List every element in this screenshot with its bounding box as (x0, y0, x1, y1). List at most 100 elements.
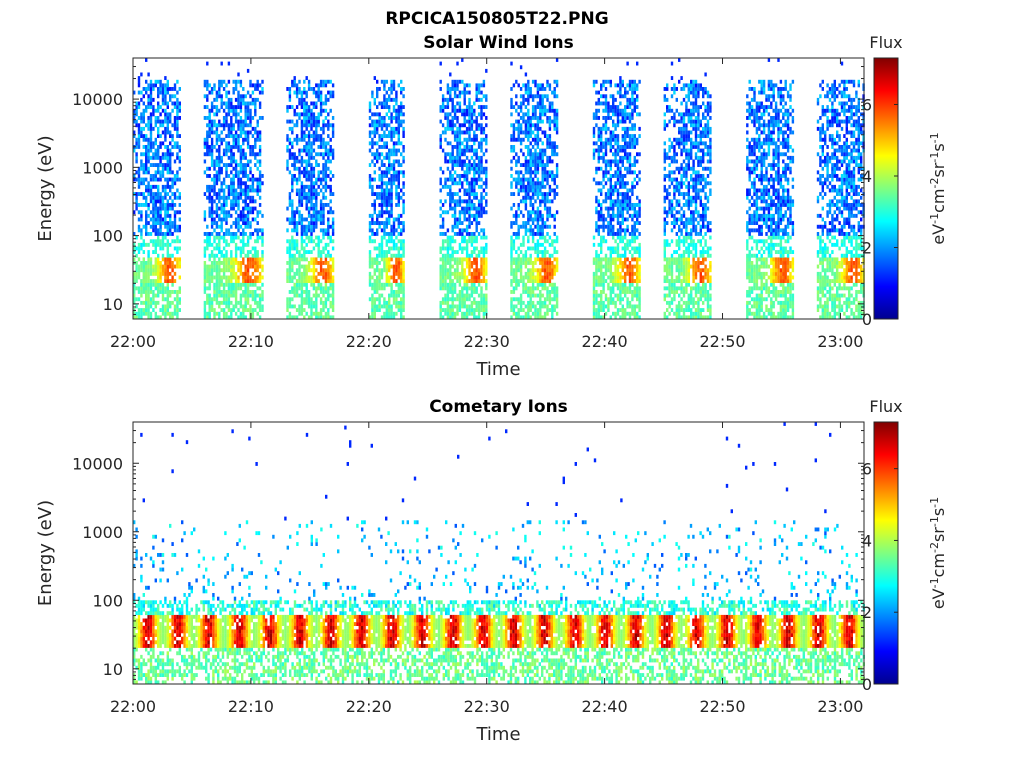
heatmap-cell (458, 123, 462, 128)
heatmap-cell (522, 119, 525, 124)
heatmap-cell (519, 199, 523, 204)
heatmap-cell (315, 308, 318, 312)
heatmap-cell (541, 192, 544, 196)
heatmap-cell (210, 210, 214, 215)
heatmap-cell (543, 275, 547, 280)
heatmap-cell (376, 213, 379, 218)
heatmap-cell (444, 126, 447, 131)
heatmap-cell (390, 177, 393, 182)
heatmap-cell (463, 257, 466, 262)
heatmap-cell (531, 105, 535, 109)
heatmap-cell (456, 271, 459, 276)
heatmap-cell (392, 253, 396, 258)
heatmap-cell (307, 268, 311, 273)
heatmap-cell (543, 108, 547, 113)
heatmap-cell (463, 210, 466, 215)
heatmap-cell (470, 112, 474, 117)
heatmap-cell (595, 257, 598, 262)
heatmap-cell (519, 148, 523, 153)
heatmap-cell (220, 188, 223, 193)
heatmap-cell (397, 174, 400, 178)
heatmap-cell (368, 101, 372, 106)
heatmap-cell (441, 210, 445, 215)
heatmap-cell (322, 293, 325, 298)
heatmap-cell (307, 83, 311, 88)
heatmap-cell (322, 155, 325, 160)
heatmap-cell (312, 210, 316, 215)
heatmap-cell (468, 134, 471, 138)
heatmap-cell (380, 192, 384, 196)
heatmap-cell (539, 300, 542, 305)
heatmap-cell (395, 184, 398, 189)
heatmap-cell (485, 141, 488, 146)
heatmap-cell (546, 239, 549, 244)
heatmap-cell (390, 174, 393, 178)
heatmap-cell (390, 181, 393, 186)
heatmap-cell (230, 235, 233, 240)
heatmap-cell (327, 148, 330, 153)
heatmap-cell (218, 275, 221, 280)
heatmap-cell (480, 279, 483, 283)
heatmap-cell (475, 87, 478, 91)
heatmap-cell (395, 130, 398, 135)
heatmap-cell (480, 261, 483, 265)
heatmap-cell (249, 170, 252, 175)
heatmap-cell (261, 297, 264, 302)
heatmap-cell (298, 116, 301, 120)
heatmap-cell (230, 123, 233, 128)
heatmap-cell (291, 145, 294, 149)
heatmap-cell (510, 159, 513, 164)
heatmap-cell (524, 184, 528, 189)
heatmap-cell (222, 152, 226, 157)
heatmap-cell (237, 315, 240, 320)
heatmap-cell (319, 94, 323, 99)
heatmap-cell (218, 235, 221, 240)
heatmap-cell (159, 268, 162, 273)
heatmap-cell (390, 195, 393, 200)
heatmap-cell (166, 206, 169, 211)
heatmap-cell (331, 286, 335, 291)
heatmap-cell (458, 199, 462, 204)
heatmap-cell (519, 170, 523, 175)
heatmap-cell (475, 235, 478, 240)
heatmap-cell (475, 126, 478, 131)
heatmap-cell (291, 79, 294, 84)
heatmap-cell (400, 112, 403, 117)
heatmap-cell (176, 308, 179, 312)
heatmap-cell (543, 174, 547, 178)
heatmap-cell (220, 83, 223, 88)
heatmap-cell (524, 170, 528, 175)
heatmap-cell (300, 112, 304, 117)
heatmap-cell (230, 203, 233, 207)
heatmap-cell (331, 308, 335, 312)
heatmap-cell (385, 304, 388, 309)
heatmap-cell (397, 239, 400, 244)
heatmap-cell (258, 152, 262, 157)
heatmap-cell (322, 308, 325, 312)
heatmap-cell (222, 261, 226, 265)
heatmap-cell (142, 126, 145, 131)
heatmap-cell (397, 184, 400, 189)
heatmap-cell (298, 87, 301, 91)
heatmap-cell (230, 271, 233, 276)
heatmap-cell (286, 145, 289, 149)
heatmap-cell (319, 145, 323, 149)
heatmap-cell (373, 304, 376, 309)
heatmap-cell (439, 300, 442, 305)
heatmap-cell (439, 206, 442, 211)
heatmap-cell (230, 126, 233, 131)
heatmap-cell (468, 97, 471, 102)
heatmap-cell (303, 130, 306, 135)
heatmap-cell (463, 282, 466, 287)
heatmap-cell (237, 286, 240, 291)
heatmap-cell (298, 275, 301, 280)
heatmap-cell (539, 199, 542, 204)
heatmap-cell (288, 246, 292, 251)
heatmap-cell (244, 152, 247, 157)
heatmap-cell (444, 308, 447, 312)
heatmap-cell (536, 166, 540, 171)
heatmap-cell (288, 199, 292, 204)
heatmap-cell (400, 264, 403, 269)
heatmap-cell (373, 163, 376, 167)
heatmap-cell (203, 141, 207, 146)
